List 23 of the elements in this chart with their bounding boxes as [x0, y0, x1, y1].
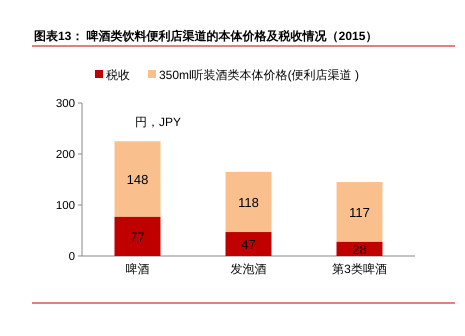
bar [114, 141, 160, 217]
legend-label: 350ml听装酒类本体价格(便利店渠道 ) [159, 68, 360, 82]
data-label: 47 [241, 237, 256, 252]
data-label: 118 [238, 194, 259, 210]
data-label: 28 [352, 242, 367, 257]
y-tick-label: 200 [56, 149, 75, 161]
bar [226, 172, 272, 232]
data-label: 117 [349, 204, 370, 220]
legend-label: 税收 [106, 68, 130, 82]
annotation: 円，JPY [135, 115, 182, 129]
x-tick-label: 啤酒 [126, 262, 150, 276]
bar [226, 232, 272, 256]
x-tick-label: 第3类啤酒 [332, 262, 387, 276]
bar [114, 216, 160, 256]
y-tick-label: 0 [68, 251, 75, 263]
y-tick-label: 300 [56, 98, 75, 110]
x-tick-label: 发泡酒 [230, 262, 266, 276]
y-tick-label: 100 [56, 200, 75, 212]
chart-title: 图表13： 啤酒类饮料便利店渠道的本体价格及税收情况（2015） [34, 29, 378, 43]
data-label: 148 [126, 172, 148, 187]
bar [336, 182, 382, 242]
data-label: 77 [130, 229, 145, 244]
bar [336, 242, 382, 256]
